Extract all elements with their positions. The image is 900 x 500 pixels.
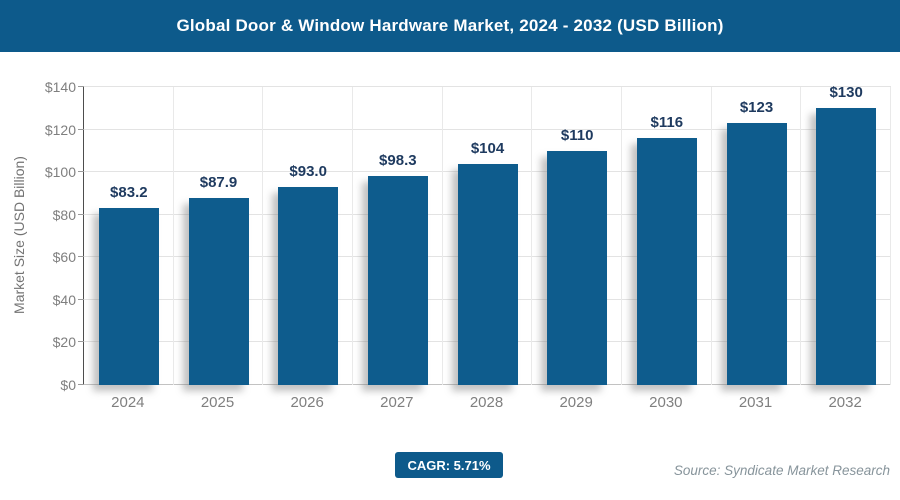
source-attribution: Source: Syndicate Market Research — [673, 463, 890, 478]
v-gridline — [352, 87, 353, 385]
v-gridline — [531, 87, 533, 385]
y-axis-tick-labels: $0 $20 $40 $60 $80 $100 $120 $140 — [0, 79, 76, 393]
bar-value-label: $130 — [829, 84, 863, 102]
bar-value-label: $123 — [739, 99, 774, 117]
y-tick-label: $100 — [44, 164, 76, 181]
y-axis-tick — [78, 298, 84, 300]
v-gridline — [890, 87, 891, 385]
x-tick-label: 2032 — [828, 394, 862, 411]
bar-2024 — [98, 207, 159, 385]
y-axis-tick — [78, 256, 84, 258]
chart-title: Global Door & Window Hardware Market, 20… — [176, 16, 724, 35]
bar-2032 — [816, 108, 877, 385]
cagr-label: CAGR: 5.71% — [407, 457, 491, 473]
v-gridline — [710, 87, 712, 385]
y-tick-label: $60 — [52, 249, 76, 266]
x-tick-label: 2027 — [380, 394, 414, 411]
x-tick-label: 2024 — [111, 394, 145, 411]
x-tick-label: 2026 — [290, 394, 324, 411]
y-axis-tick — [78, 213, 84, 215]
y-tick-label: $80 — [52, 206, 76, 223]
y-axis-tick — [78, 171, 84, 173]
bar-2031 — [726, 123, 787, 385]
bar-value-label: $116 — [650, 114, 684, 132]
x-tick-label: 2028 — [469, 394, 504, 411]
bar-2030 — [636, 138, 697, 385]
x-tick-label: 2030 — [649, 394, 683, 411]
y-tick-label: $140 — [44, 79, 76, 95]
bar-value-label: $110 — [560, 126, 594, 144]
y-tick-label: $0 — [60, 377, 76, 393]
bar-2028 — [457, 163, 518, 385]
y-tick-label: $120 — [44, 121, 76, 138]
v-gridline — [262, 87, 264, 385]
x-tick-label: 2031 — [738, 394, 773, 411]
plot-area: $83.2 $87.9 $93.0 $98.3 $104 $110 $116 $123 $130 — [78, 84, 891, 385]
chart-title-bar: Global Door & Window Hardware Market, 20… — [0, 0, 900, 52]
bar-value-label: $104 — [470, 139, 505, 157]
bar-2025 — [188, 197, 249, 385]
v-gridline — [172, 87, 174, 385]
x-tick-label: 2029 — [559, 394, 593, 411]
bar-value-label: $83.2 — [110, 183, 148, 201]
h-gridline — [84, 86, 891, 87]
y-tick-label: $40 — [52, 291, 76, 308]
bar-2027 — [367, 175, 428, 385]
bar-2029 — [547, 150, 608, 385]
y-axis-tick — [78, 128, 84, 130]
bar-value-label: $87.9 — [199, 173, 238, 191]
v-gridline — [621, 87, 622, 385]
h-gridline — [84, 128, 891, 130]
x-axis-tick-labels: 2024 2025 2026 2027 2028 2029 2030 2031 2032 — [83, 394, 890, 414]
y-axis-tick — [78, 341, 84, 343]
cagr-badge: CAGR: 5.71% — [395, 452, 503, 478]
x-tick-label: 2025 — [200, 394, 235, 411]
y-axis-tick — [78, 86, 84, 87]
y-tick-label: $20 — [52, 334, 76, 351]
bar-value-label: $98.3 — [379, 151, 417, 169]
bar-2026 — [278, 187, 339, 385]
v-gridline — [441, 87, 443, 385]
y-axis-tick — [78, 384, 84, 385]
v-gridline — [800, 87, 802, 385]
bar-value-label: $93.0 — [289, 163, 327, 181]
